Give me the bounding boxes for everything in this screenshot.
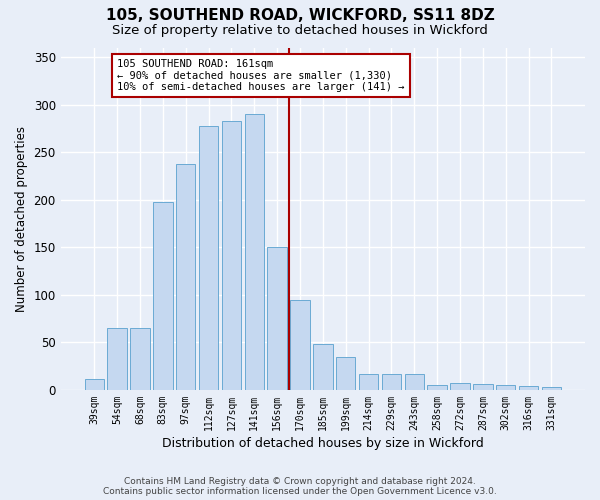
Bar [85, 378, 104, 390]
Bar [153, 202, 173, 390]
Bar [268, 248, 287, 390]
Bar [496, 385, 515, 390]
Text: 105, SOUTHEND ROAD, WICKFORD, SS11 8DZ: 105, SOUTHEND ROAD, WICKFORD, SS11 8DZ [106, 8, 494, 22]
Text: Contains HM Land Registry data © Crown copyright and database right 2024.
Contai: Contains HM Land Registry data © Crown c… [103, 476, 497, 496]
Bar [404, 374, 424, 390]
Bar [382, 374, 401, 390]
Bar [176, 164, 196, 390]
Bar [542, 387, 561, 390]
Bar [313, 344, 332, 390]
X-axis label: Distribution of detached houses by size in Wickford: Distribution of detached houses by size … [162, 437, 484, 450]
Text: 105 SOUTHEND ROAD: 161sqm
← 90% of detached houses are smaller (1,330)
10% of se: 105 SOUTHEND ROAD: 161sqm ← 90% of detac… [117, 59, 404, 92]
Bar [221, 120, 241, 390]
Text: Size of property relative to detached houses in Wickford: Size of property relative to detached ho… [112, 24, 488, 37]
Bar [519, 386, 538, 390]
Bar [336, 356, 355, 390]
Bar [290, 300, 310, 390]
Bar [130, 328, 149, 390]
Bar [473, 384, 493, 390]
Bar [199, 126, 218, 390]
Bar [450, 384, 470, 390]
Bar [427, 385, 447, 390]
Bar [359, 374, 378, 390]
Bar [107, 328, 127, 390]
Bar [245, 114, 264, 390]
Y-axis label: Number of detached properties: Number of detached properties [15, 126, 28, 312]
